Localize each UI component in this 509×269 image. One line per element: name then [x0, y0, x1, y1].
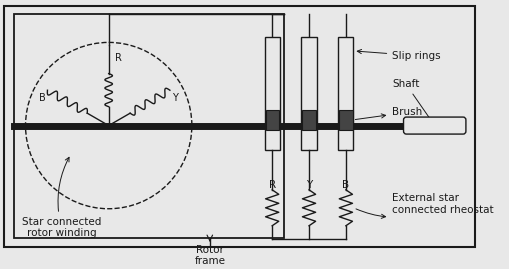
Text: B: B — [39, 93, 46, 103]
Text: R: R — [269, 180, 276, 190]
Bar — [302, 109, 316, 130]
Bar — [265, 37, 280, 150]
Text: R: R — [116, 52, 122, 62]
Bar — [338, 37, 353, 150]
Text: Star connected
rotor winding: Star connected rotor winding — [22, 157, 101, 238]
Text: Slip rings: Slip rings — [357, 49, 441, 61]
Text: Brush: Brush — [355, 107, 422, 119]
Bar — [340, 109, 353, 130]
Text: External star
connected rheostat: External star connected rheostat — [356, 193, 494, 218]
Text: B: B — [343, 180, 350, 190]
Text: Y: Y — [172, 93, 178, 103]
Bar — [14, 14, 284, 238]
Text: Shaft: Shaft — [392, 79, 433, 122]
Bar — [301, 37, 317, 150]
Text: Rotor
frame: Rotor frame — [194, 245, 225, 266]
FancyBboxPatch shape — [404, 117, 466, 134]
Text: Y: Y — [306, 180, 312, 190]
Bar — [266, 109, 279, 130]
